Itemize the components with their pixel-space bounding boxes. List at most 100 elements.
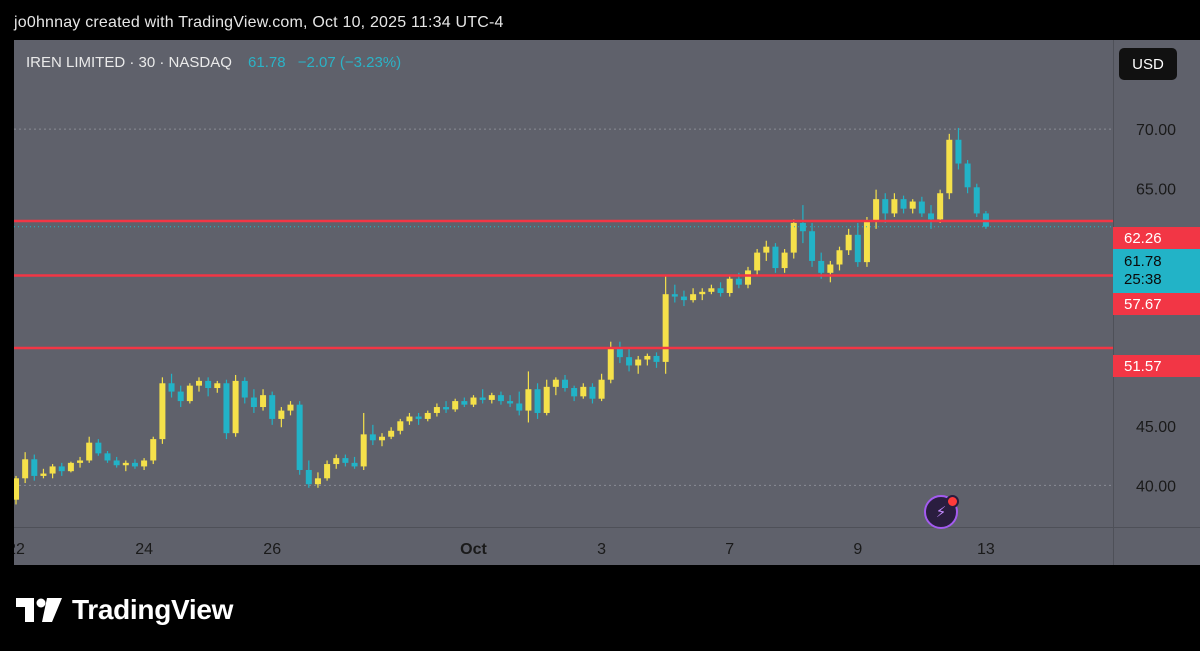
candle-body (964, 163, 971, 188)
candle-body (77, 460, 84, 463)
candle-body (790, 222, 797, 253)
candle-body (937, 193, 944, 220)
candle-body (818, 260, 825, 273)
candle-body (873, 199, 880, 222)
candle-body (735, 278, 742, 285)
y-tick-label: 45.00 (1136, 419, 1176, 436)
candle-body (607, 347, 614, 380)
candle-body (314, 478, 321, 485)
candle-body (891, 199, 898, 214)
candle-body (186, 385, 193, 402)
candle-body (406, 416, 413, 422)
currency-button[interactable]: USD (1119, 48, 1177, 80)
candle-body (507, 401, 514, 404)
candle-body (918, 201, 925, 214)
candle-body (589, 386, 596, 399)
candle-body (269, 395, 276, 419)
candle-body (497, 395, 504, 402)
time-axis-separator (14, 527, 1200, 528)
candle-body (342, 458, 349, 463)
notification-dot (946, 495, 959, 508)
x-tick-label: 9 (853, 541, 862, 558)
resistance-tag-2: 57.67 (1113, 293, 1200, 315)
candle-body (278, 410, 285, 419)
candlestick-chart[interactable]: 75.0070.0065.0055.0050.0045.0040.0022242… (14, 40, 1200, 565)
candle-body (388, 430, 395, 437)
candle-body (827, 264, 834, 273)
candle-body (324, 464, 331, 479)
candle-body (305, 469, 312, 485)
candle-body (159, 383, 166, 440)
candle-body (433, 407, 440, 413)
candle-body (369, 434, 376, 441)
tradingview-wordmark: TradingView (72, 594, 234, 625)
tradingview-logo-icon (16, 598, 62, 622)
candle-body (726, 278, 733, 294)
candle-body (562, 379, 568, 389)
candle-body (177, 391, 184, 402)
candle-body (680, 296, 687, 301)
candle-body (717, 288, 724, 294)
candle-body (580, 386, 587, 397)
candle-body (479, 397, 486, 400)
chart-panel[interactable]: 75.0070.0065.0055.0050.0045.0040.0022242… (14, 40, 1200, 565)
candle-body (882, 199, 889, 214)
candle-body (360, 434, 367, 467)
candle-body (141, 460, 148, 467)
candle-body (543, 386, 550, 413)
candle-body (296, 404, 303, 470)
candle-body (708, 288, 715, 292)
candle-body (552, 379, 559, 387)
x-tick-label: 22 (14, 541, 25, 558)
candle-body (635, 359, 642, 366)
candle-body (196, 380, 202, 386)
candle-body (781, 252, 788, 269)
candle-body (955, 139, 962, 164)
candle-body (205, 380, 212, 389)
chart-caption: jo0hnnay created with TradingView.com, O… (14, 14, 504, 31)
candle-body (900, 199, 907, 209)
candle-body (31, 459, 38, 476)
candle-body (67, 462, 74, 472)
candle-body (699, 291, 706, 295)
candle-body (379, 436, 385, 441)
x-tick-label: Oct (460, 541, 487, 558)
candle-body (351, 462, 358, 467)
candle-body (662, 294, 669, 362)
x-tick-label: 7 (725, 541, 734, 558)
candle-body (690, 294, 697, 301)
candle-body (946, 139, 953, 194)
candle-body (836, 250, 843, 265)
candle-body (333, 458, 340, 465)
candle-body (598, 379, 605, 399)
candle-body (571, 388, 578, 397)
candle-body (113, 460, 120, 466)
candle-body (415, 416, 422, 419)
resistance-tag-1: 62.26 (1113, 227, 1200, 249)
tradingview-brand: TradingView (16, 594, 233, 626)
candle-body (845, 234, 852, 251)
candle-body (14, 478, 19, 500)
x-tick-label: 13 (977, 541, 995, 558)
candle-body (287, 404, 294, 411)
candle-body (49, 466, 56, 474)
candle-body (616, 347, 623, 358)
candle-body (241, 380, 248, 398)
candle-body (470, 397, 477, 405)
candle-body (516, 403, 523, 411)
candle-body (488, 395, 495, 400)
ai-assistant-icon[interactable]: ⚡ (924, 495, 959, 529)
y-tick-label: 65.00 (1136, 181, 1176, 198)
candle-body (461, 401, 468, 405)
y-tick-label: 40.00 (1136, 478, 1176, 495)
x-tick-label: 26 (263, 541, 281, 558)
symbol-name: IREN LIMITED · 30 · NASDAQ (26, 54, 232, 71)
symbol-legend[interactable]: IREN LIMITED · 30 · NASDAQ 61.78 −2.07 (… (26, 54, 401, 71)
candle-body (626, 357, 633, 366)
candle-body (928, 213, 934, 220)
candle-body (809, 231, 816, 261)
candle-body (854, 234, 861, 263)
candle-body (644, 355, 651, 360)
symbol-change: −2.07 (−3.23%) (297, 54, 402, 71)
candle-body (745, 270, 751, 285)
